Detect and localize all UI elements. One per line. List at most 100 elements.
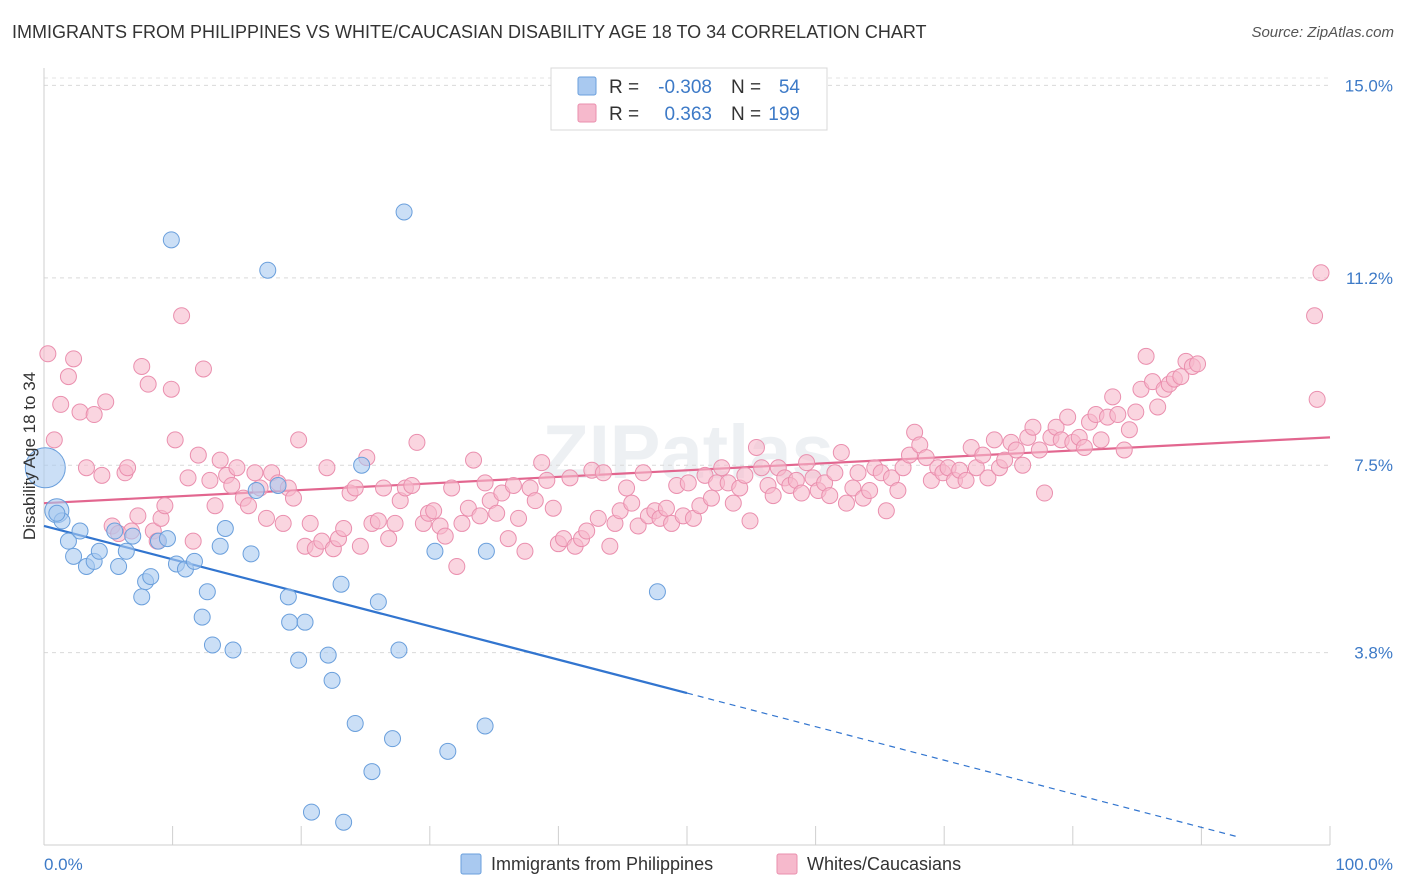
pink-point bbox=[1308, 390, 1326, 408]
pink-point bbox=[792, 484, 810, 502]
pink-point bbox=[119, 459, 137, 477]
pink-point bbox=[1007, 441, 1025, 459]
blue-point bbox=[247, 482, 265, 500]
blue-point bbox=[65, 547, 83, 565]
y-axis-title: Disability Age 18 to 34 bbox=[20, 372, 39, 540]
pink-point bbox=[301, 514, 319, 532]
pink-point bbox=[504, 476, 522, 494]
pink-point bbox=[39, 345, 57, 363]
blue-point bbox=[281, 613, 299, 631]
pink-point bbox=[189, 446, 207, 464]
pink-point bbox=[1312, 264, 1330, 282]
blue-point bbox=[203, 636, 221, 654]
pink-point bbox=[223, 476, 241, 494]
legend-n-label: N = bbox=[731, 104, 761, 125]
blue-point bbox=[71, 522, 89, 540]
blue-point bbox=[335, 813, 353, 831]
pink-point bbox=[826, 464, 844, 482]
pink-point bbox=[156, 497, 174, 515]
pink-point bbox=[849, 464, 867, 482]
pink-point bbox=[408, 433, 426, 451]
pink-point bbox=[1109, 406, 1127, 424]
pink-point bbox=[877, 502, 895, 520]
x-tick-label: 0.0% bbox=[44, 855, 83, 874]
blue-point bbox=[133, 588, 151, 606]
pink-point bbox=[173, 307, 191, 325]
legend-r-value: 0.363 bbox=[664, 104, 712, 125]
pink-point bbox=[594, 464, 612, 482]
blue-point bbox=[346, 714, 364, 732]
pink-point bbox=[386, 514, 404, 532]
pink-point bbox=[1189, 355, 1207, 373]
blue-point bbox=[110, 557, 128, 575]
pink-point bbox=[1137, 347, 1155, 365]
pink-point bbox=[578, 522, 596, 540]
x-tick-label: 100.0% bbox=[1335, 855, 1393, 874]
pink-point bbox=[1075, 438, 1093, 456]
pink-point bbox=[184, 532, 202, 550]
pink-point bbox=[544, 499, 562, 517]
legend-r-label: R = bbox=[609, 77, 639, 98]
bottom-legend: Immigrants from Philippines Whites/Cauca… bbox=[460, 853, 961, 875]
pink-point bbox=[629, 517, 647, 535]
pink-point bbox=[133, 357, 151, 375]
y-tick-label: 15.0% bbox=[1345, 76, 1393, 95]
blue-trend-line bbox=[43, 524, 688, 695]
pink-point bbox=[453, 514, 471, 532]
blue-point bbox=[384, 730, 402, 748]
pink-point bbox=[471, 507, 489, 525]
blue-point bbox=[193, 608, 211, 626]
pink-point bbox=[1306, 307, 1324, 325]
blue-point bbox=[323, 671, 341, 689]
pink-point bbox=[346, 479, 364, 497]
legend-box bbox=[550, 67, 828, 131]
pink-point bbox=[1014, 456, 1032, 474]
pink-point bbox=[274, 514, 292, 532]
pink-point bbox=[753, 459, 771, 477]
pink-point bbox=[246, 464, 264, 482]
pink-point bbox=[561, 469, 579, 487]
pink-point bbox=[465, 451, 483, 469]
pink-point bbox=[526, 492, 544, 510]
pink-point bbox=[1149, 398, 1167, 416]
pink-point bbox=[335, 519, 353, 537]
pink-point bbox=[369, 512, 387, 530]
pink-point bbox=[59, 368, 77, 386]
pink-point bbox=[284, 489, 302, 507]
blue-point bbox=[395, 203, 413, 221]
pink-point bbox=[657, 499, 675, 517]
blue-point bbox=[363, 763, 381, 781]
blue-point bbox=[142, 568, 160, 586]
blue-point bbox=[439, 742, 457, 760]
y-tick-label: 7.5% bbox=[1354, 456, 1393, 475]
pink-point bbox=[1172, 368, 1190, 386]
pink-point bbox=[821, 487, 839, 505]
blue-point bbox=[198, 583, 216, 601]
pink-point bbox=[129, 507, 147, 525]
pink-point bbox=[52, 395, 70, 413]
pink-point bbox=[996, 451, 1014, 469]
pink-point bbox=[1115, 441, 1133, 459]
pink-point bbox=[741, 512, 759, 530]
legend-n-label: N = bbox=[731, 77, 761, 98]
pink-point bbox=[85, 406, 103, 424]
blue-point bbox=[90, 542, 108, 560]
pink-point bbox=[974, 446, 992, 464]
pink-point bbox=[436, 527, 454, 545]
pink-point bbox=[228, 459, 246, 477]
blue-point bbox=[106, 522, 124, 540]
blue-point bbox=[476, 717, 494, 735]
pink-point bbox=[443, 479, 461, 497]
blue-point bbox=[162, 231, 180, 249]
pink-point bbox=[65, 350, 83, 368]
pink-point bbox=[917, 449, 935, 467]
pink-point bbox=[516, 542, 534, 560]
bottom-legend-swatch-pink bbox=[776, 853, 798, 875]
pink-point bbox=[844, 479, 862, 497]
pink-point bbox=[538, 471, 556, 489]
pink-point bbox=[900, 446, 918, 464]
blue-point bbox=[48, 504, 66, 522]
pink-point bbox=[764, 487, 782, 505]
pink-point bbox=[257, 509, 275, 527]
legend-n-value: 54 bbox=[779, 77, 801, 98]
